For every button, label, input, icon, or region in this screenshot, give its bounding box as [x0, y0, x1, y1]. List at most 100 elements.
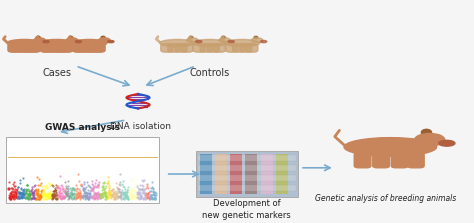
Point	[128, 195, 136, 198]
Text: Genetic analysis of breeding animals: Genetic analysis of breeding animals	[315, 194, 456, 203]
Ellipse shape	[101, 36, 105, 39]
Point	[59, 197, 66, 200]
Point	[30, 185, 38, 188]
Point	[117, 172, 124, 176]
Point	[124, 185, 132, 189]
FancyBboxPatch shape	[233, 44, 245, 52]
Point	[11, 190, 18, 193]
Point	[47, 194, 55, 197]
Point	[67, 191, 74, 195]
FancyBboxPatch shape	[391, 152, 408, 168]
Point	[91, 196, 98, 199]
Point	[116, 184, 124, 187]
Point	[80, 181, 88, 184]
Point	[124, 190, 131, 194]
Point	[136, 194, 144, 198]
Point	[136, 190, 144, 194]
Point	[38, 190, 46, 193]
FancyBboxPatch shape	[8, 44, 20, 52]
Point	[81, 192, 88, 195]
Point	[17, 191, 25, 194]
Point	[106, 191, 114, 195]
Point	[127, 190, 134, 194]
Point	[150, 196, 158, 199]
Point	[110, 197, 118, 200]
Point	[20, 195, 28, 199]
Point	[23, 195, 30, 198]
Point	[66, 186, 74, 190]
Point	[109, 187, 117, 191]
Point	[46, 193, 54, 196]
Point	[79, 186, 87, 190]
Point	[82, 185, 90, 189]
Point	[31, 188, 39, 191]
Point	[18, 192, 26, 195]
Point	[51, 194, 59, 198]
FancyBboxPatch shape	[354, 152, 371, 168]
Point	[135, 192, 143, 196]
Point	[41, 192, 49, 196]
Point	[70, 188, 78, 192]
Point	[68, 192, 75, 195]
Point	[18, 187, 25, 190]
Point	[105, 188, 112, 191]
Point	[140, 191, 147, 195]
Text: Cases: Cases	[43, 68, 72, 78]
Point	[46, 192, 54, 196]
Point	[149, 197, 156, 200]
Point	[103, 181, 110, 185]
Point	[135, 197, 143, 200]
Point	[49, 184, 57, 188]
Point	[36, 195, 44, 198]
Point	[90, 186, 97, 190]
Point	[141, 196, 149, 200]
Point	[110, 190, 118, 193]
Point	[120, 190, 128, 194]
Point	[35, 195, 42, 198]
Point	[6, 195, 14, 199]
Point	[51, 193, 58, 197]
Point	[135, 188, 143, 192]
Point	[27, 197, 35, 200]
Point	[99, 195, 107, 199]
Point	[36, 196, 43, 199]
Point	[45, 191, 53, 195]
Ellipse shape	[69, 36, 73, 39]
Point	[35, 197, 43, 201]
Point	[151, 196, 158, 200]
Point	[16, 179, 24, 182]
Point	[139, 187, 147, 191]
Point	[151, 196, 158, 199]
Ellipse shape	[187, 38, 198, 43]
Point	[34, 197, 41, 200]
Point	[82, 197, 90, 200]
Point	[93, 195, 100, 199]
FancyBboxPatch shape	[373, 152, 390, 168]
Point	[36, 195, 43, 198]
Point	[59, 189, 66, 192]
Point	[12, 196, 20, 199]
Point	[95, 193, 102, 196]
Point	[73, 188, 81, 191]
Point	[97, 192, 105, 195]
Point	[69, 194, 76, 197]
Point	[147, 189, 155, 192]
Point	[148, 185, 156, 189]
Point	[136, 191, 143, 195]
Point	[92, 185, 100, 188]
Point	[22, 191, 29, 195]
Point	[56, 195, 64, 198]
Point	[74, 195, 82, 198]
Point	[150, 192, 157, 196]
Point	[15, 197, 22, 200]
Point	[33, 188, 41, 192]
Point	[9, 192, 17, 196]
Point	[123, 193, 130, 196]
Point	[98, 193, 106, 196]
Point	[72, 192, 79, 196]
Point	[72, 196, 80, 200]
Point	[101, 190, 109, 193]
Point	[110, 192, 118, 195]
Point	[10, 193, 18, 197]
Point	[143, 193, 150, 197]
